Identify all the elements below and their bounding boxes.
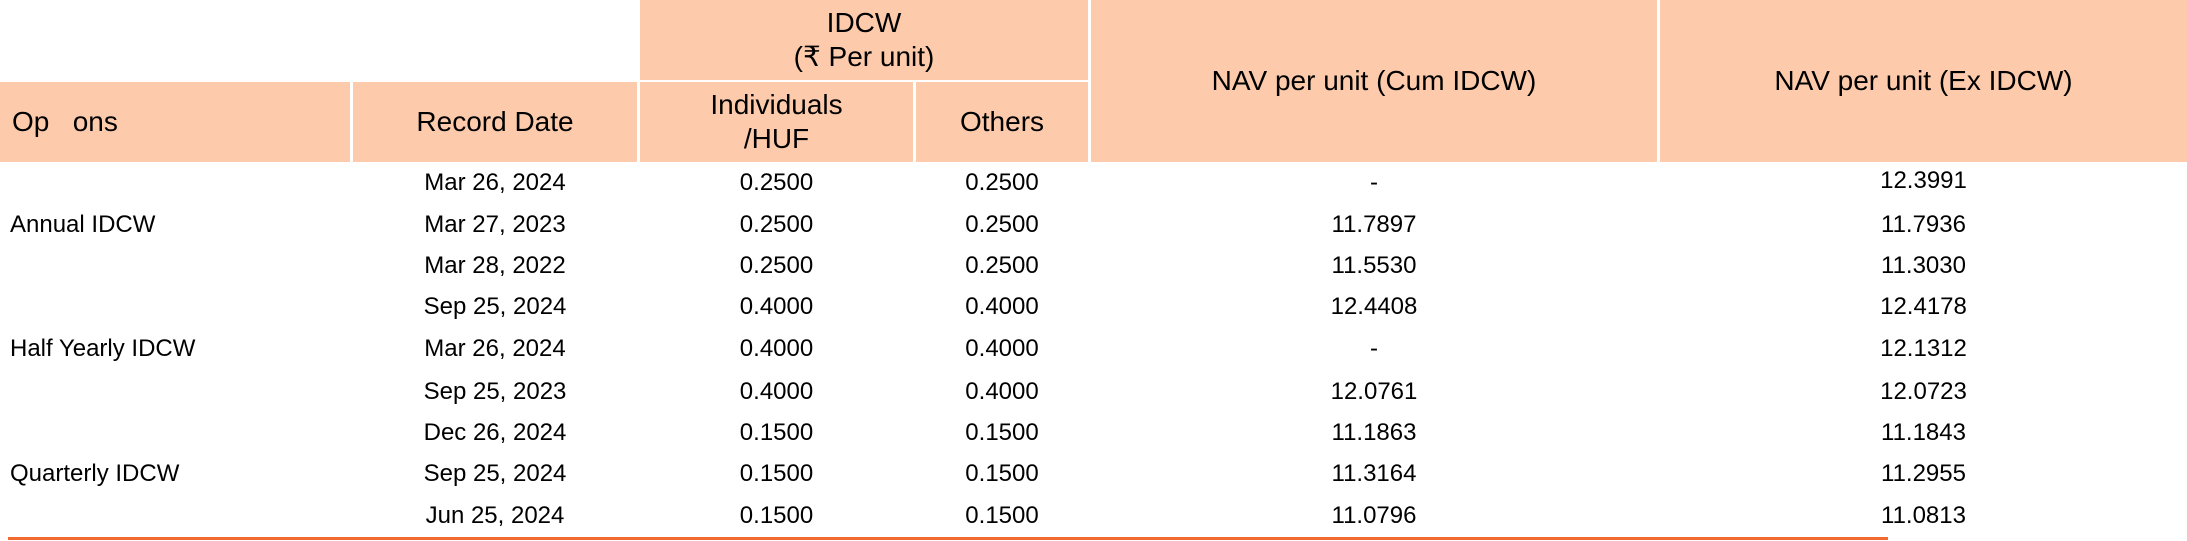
nav-ex-value: 12.0723 — [1880, 378, 1967, 405]
nav-cum-value: 11.3164 — [1331, 460, 1417, 487]
nav-ex-value: 12.4178 — [1880, 293, 1967, 320]
record-date: Sep 25, 2024 — [423, 293, 567, 320]
header-nav-ex: NAV per unit (Ex IDCW) — [1660, 0, 2187, 162]
others-value: 0.1500 — [965, 419, 1039, 446]
others-value: 0.4000 — [965, 335, 1039, 362]
record-date: Mar 26, 2024 — [424, 335, 566, 362]
nav-cum-value: 12.4408 — [1330, 293, 1418, 320]
nav-ex-value: 12.3991 — [1880, 167, 1967, 194]
nav-ex-value: 11.1843 — [1881, 419, 1966, 446]
nav-cum-value: 11.7897 — [1331, 211, 1417, 238]
individuals-value: 0.1500 — [739, 460, 814, 487]
others-value: 0.1500 — [965, 502, 1039, 529]
option-label: Quarterly IDCW — [10, 460, 180, 487]
nav-cum-value: 12.0761 — [1330, 378, 1418, 405]
header-others: Others — [916, 82, 1088, 162]
individuals-value: 0.2500 — [739, 252, 814, 279]
nav-cum-value: - — [1370, 335, 1378, 362]
nav-ex-value: 11.7936 — [1881, 211, 1966, 238]
option-label: Half Yearly IDCW — [10, 335, 196, 362]
header-idcw-unit: (₹ Per unit) — [793, 41, 935, 72]
header-individuals: Individuals /HUF — [640, 82, 913, 162]
individuals-value: 0.2500 — [739, 211, 814, 238]
header-idcw-title: IDCW — [826, 7, 902, 38]
record-date: Mar 26, 2024 — [424, 169, 566, 196]
individuals-value: 0.2500 — [739, 169, 814, 196]
nav-cum-value: 11.0796 — [1331, 502, 1417, 529]
record-date: Sep 25, 2023 — [423, 378, 567, 405]
nav-cum-value: 11.5530 — [1331, 252, 1417, 279]
record-date: Mar 28, 2022 — [424, 252, 566, 279]
individuals-value: 0.1500 — [739, 502, 814, 529]
record-date: Sep 25, 2024 — [423, 460, 567, 487]
others-value: 0.2500 — [965, 169, 1039, 196]
record-date: Mar 27, 2023 — [424, 211, 566, 238]
nav-ex-value: 11.3030 — [1881, 252, 1966, 279]
others-value: 0.4000 — [965, 378, 1039, 405]
individuals-value: 0.4000 — [739, 293, 814, 320]
nav-ex-value: 11.2955 — [1881, 460, 1966, 487]
nav-ex-value: 11.0813 — [1881, 502, 1966, 529]
record-date: Dec 26, 2024 — [423, 419, 567, 446]
others-value: 0.2500 — [965, 252, 1039, 279]
others-value: 0.2500 — [965, 211, 1039, 238]
individuals-value: 0.4000 — [739, 335, 814, 362]
header-nav-cum: NAV per unit (Cum IDCW) — [1091, 0, 1657, 162]
header-options: Op ons — [0, 82, 350, 162]
nav-cum-value: 11.1863 — [1331, 419, 1417, 446]
bottom-rule — [8, 537, 1888, 540]
others-value: 0.4000 — [965, 293, 1039, 320]
others-value: 0.1500 — [965, 460, 1039, 487]
individuals-value: 0.1500 — [739, 419, 814, 446]
header-idcw: IDCW (₹ Per unit) — [640, 0, 1088, 80]
nav-ex-value: 12.1312 — [1880, 335, 1967, 362]
header-record-date: Record Date — [353, 82, 637, 162]
nav-cum-value: - — [1370, 169, 1378, 196]
option-label: Annual IDCW — [10, 211, 156, 238]
record-date: Jun 25, 2024 — [425, 502, 565, 529]
individuals-value: 0.4000 — [739, 378, 814, 405]
